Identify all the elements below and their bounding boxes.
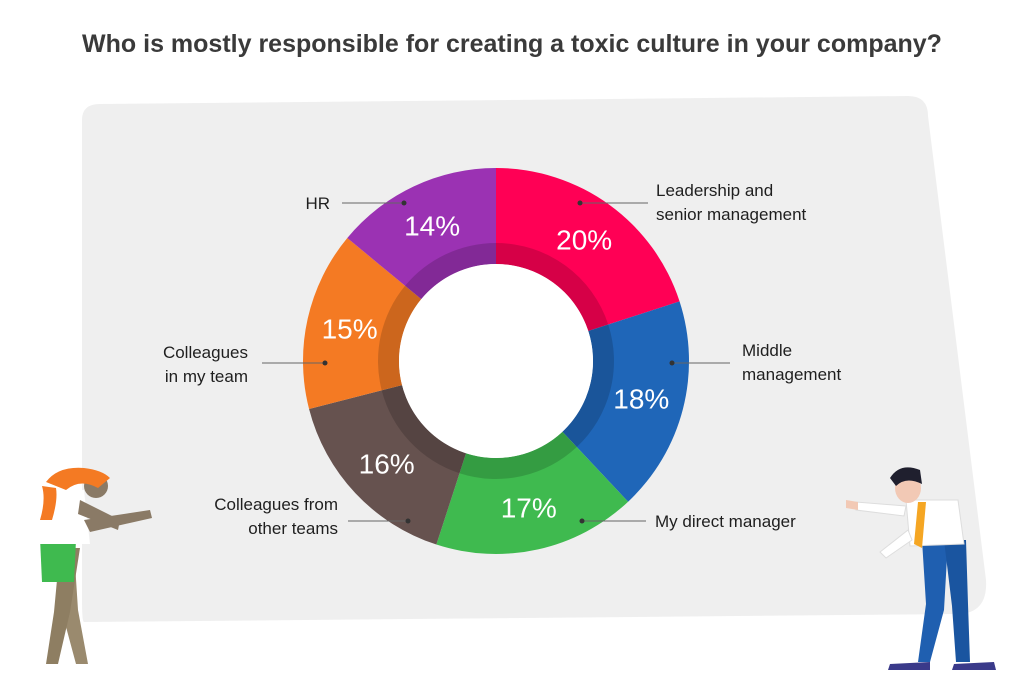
donut-slice-3	[436, 431, 629, 554]
category-label: HR	[305, 194, 330, 213]
slice-value-label: 15%	[322, 313, 378, 344]
donut-hole	[399, 264, 593, 458]
slice-value-label: 17%	[501, 492, 557, 523]
donut-slice-1	[496, 168, 680, 332]
label-leader-dot	[577, 200, 583, 206]
donut-inner-shade-2	[562, 324, 614, 448]
slice-value-label: 18%	[613, 383, 669, 414]
donut-inner-shade-6	[405, 243, 496, 300]
category-label-line: management	[742, 365, 842, 384]
label-leader-dot	[669, 360, 675, 366]
donut-chart: 20% 18% 17% 16% 15% 14%	[303, 168, 689, 554]
label-leader-dot	[401, 200, 407, 206]
donut-slice-4	[309, 385, 467, 545]
slice-value-label: 20%	[556, 225, 612, 256]
category-label-line: Middle	[742, 341, 792, 360]
category-label: Colleagues in my team	[163, 343, 248, 386]
category-label: My direct manager	[655, 512, 796, 531]
slice-value-label: 14%	[404, 210, 460, 241]
man-pointing-figure	[846, 467, 996, 670]
chart-title: Who is mostly responsible for creating a…	[82, 30, 942, 58]
category-label: Leadership and senior management	[656, 181, 807, 224]
category-label-line: HR	[305, 194, 330, 213]
donut-slice-5	[303, 237, 422, 409]
donut-slice-2	[562, 301, 689, 502]
chart-labels: Leadership and senior management Middle man…	[163, 181, 842, 538]
donut-inner-shade-4	[381, 385, 467, 474]
category-label-line: Leadership and	[656, 181, 773, 200]
category-label-line: Colleagues from	[214, 495, 338, 514]
donut-inner-shade-1	[496, 243, 609, 332]
category-label: Middle management	[742, 341, 842, 384]
label-leader-dot	[322, 360, 328, 366]
label-leader-dot	[405, 518, 411, 524]
category-label-line: My direct manager	[655, 512, 796, 531]
donut-inner-shade-5	[377, 285, 422, 391]
category-label-line: other teams	[248, 519, 338, 538]
label-leader-dot	[579, 518, 585, 524]
category-label-line: in my team	[165, 367, 248, 386]
donut-inner-shade-3	[459, 431, 577, 479]
woman-pointing-figure	[38, 467, 152, 664]
slice-value-label: 16%	[359, 449, 415, 480]
category-label-line: Colleagues	[163, 343, 248, 362]
category-label: Colleagues from other teams	[214, 495, 338, 538]
donut-slice-6	[347, 168, 496, 300]
category-label-line: senior management	[656, 205, 807, 224]
